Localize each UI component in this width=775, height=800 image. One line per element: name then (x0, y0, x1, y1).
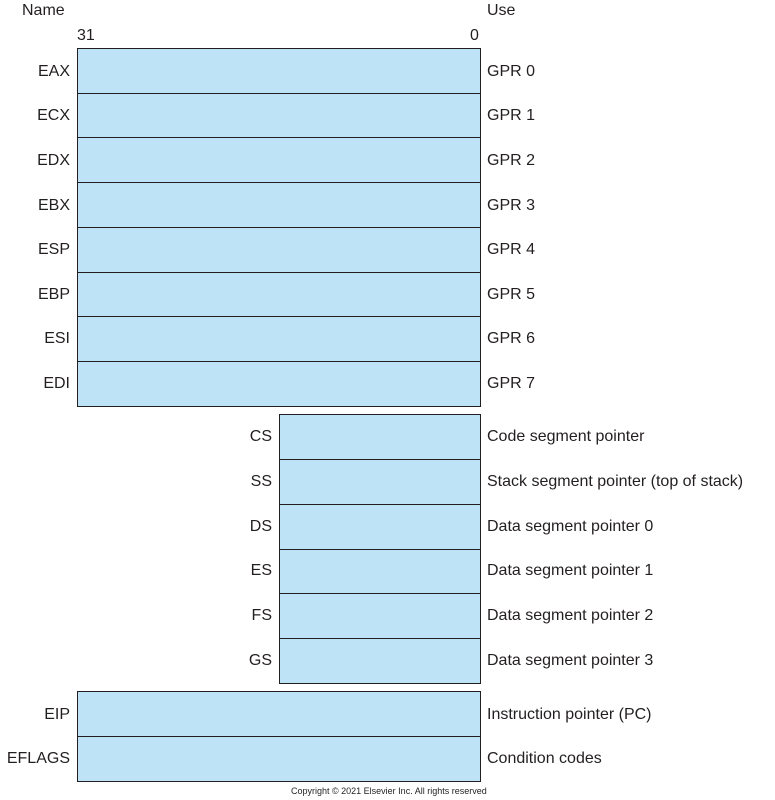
register-name: EIP (44, 706, 70, 723)
bit-31-label: 31 (77, 27, 95, 44)
register-use: Stack segment pointer (top of stack) (487, 473, 744, 490)
register-name: EBP (37, 286, 70, 303)
register-name: SS (250, 473, 272, 490)
register-use: GPR 3 (487, 197, 536, 214)
register-use: Condition codes (487, 750, 602, 767)
register-box-ds (279, 504, 481, 550)
register-use: GPR 7 (487, 375, 536, 392)
register-box-eip (77, 691, 481, 737)
register-box-esi (77, 316, 481, 362)
register-box-ebp (77, 272, 481, 317)
register-name: EDX (37, 152, 70, 169)
register-name: FS (251, 607, 272, 624)
register-use: Instruction pointer (PC) (487, 706, 652, 723)
register-name: CS (249, 428, 272, 445)
register-box-gs (279, 638, 481, 684)
register-box-ebx (77, 182, 481, 228)
register-use: Data segment pointer 3 (487, 652, 654, 669)
register-name: EAX (37, 63, 70, 80)
register-box-ss (279, 459, 481, 505)
register-use: GPR 5 (487, 286, 536, 303)
register-use: Data segment pointer 2 (487, 607, 654, 624)
register-name: EFLAGS (6, 750, 70, 767)
bit-0-label: 0 (470, 27, 479, 44)
register-box-eax (77, 48, 481, 94)
register-name: ESI (44, 330, 70, 347)
register-box-es (279, 549, 481, 594)
register-box-edx (77, 137, 481, 183)
register-box-cs (279, 414, 481, 460)
register-name: ECX (37, 107, 70, 124)
register-name: EDI (43, 375, 70, 392)
register-name: EBX (37, 197, 70, 214)
register-use: Code segment pointer (487, 428, 645, 445)
register-use: GPR 4 (487, 241, 536, 258)
register-name: GS (248, 652, 272, 669)
register-use: Data segment pointer 1 (487, 562, 654, 579)
register-box-eflags (77, 736, 481, 782)
name-column-header: Name (22, 2, 65, 19)
register-box-esp (77, 227, 481, 273)
register-use: GPR 1 (487, 107, 536, 124)
use-column-header: Use (487, 2, 516, 19)
copyright-notice: Copyright © 2021 Elsevier Inc. All right… (291, 786, 487, 796)
register-name: DS (249, 518, 272, 535)
register-use: Data segment pointer 0 (487, 518, 654, 535)
register-box-edi (77, 361, 481, 407)
register-box-ecx (77, 93, 481, 138)
register-name: ESP (37, 241, 70, 258)
register-use: GPR 2 (487, 152, 536, 169)
register-name: ES (250, 562, 272, 579)
register-use: GPR 6 (487, 330, 536, 347)
register-use: GPR 0 (487, 63, 536, 80)
register-box-fs (279, 593, 481, 639)
